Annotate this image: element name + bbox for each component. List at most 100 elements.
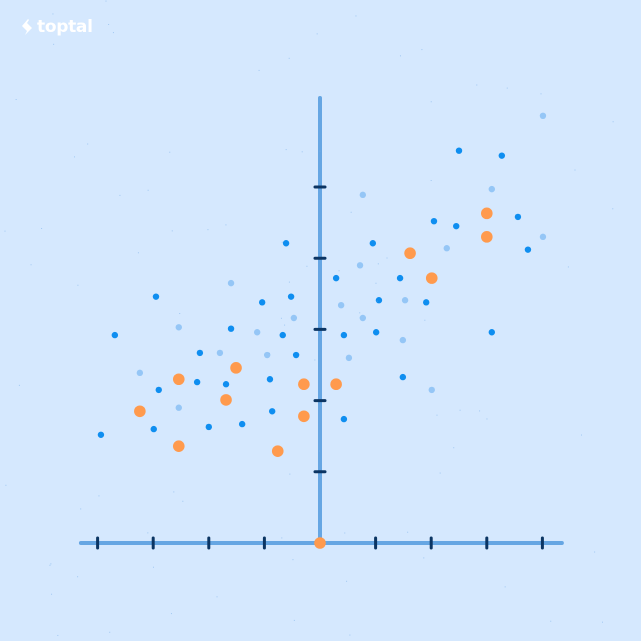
dark-blue-small-point	[369, 240, 377, 247]
speckle	[207, 229, 209, 231]
speckle	[87, 143, 89, 145]
speckle	[377, 263, 379, 265]
light-blue-small-point	[136, 369, 144, 377]
speckle	[594, 551, 596, 553]
dark-blue-small-point	[488, 329, 496, 336]
speckle	[5, 484, 7, 486]
light-blue-small-point	[216, 349, 224, 357]
speckle	[459, 409, 461, 411]
toptal-diamond-icon	[22, 19, 32, 35]
speckle	[319, 150, 321, 152]
light-blue-small-point	[359, 314, 367, 322]
speckle	[318, 450, 320, 452]
speckle	[182, 500, 184, 502]
dark-blue-small-point	[430, 217, 438, 225]
speckle	[281, 537, 283, 539]
dark-blue-small-point	[498, 152, 506, 159]
light-blue-small-point	[539, 233, 547, 241]
speckle	[4, 230, 6, 232]
speckle	[51, 593, 53, 595]
speckle	[476, 84, 478, 86]
speckle	[540, 93, 542, 95]
dark-blue-small-point	[292, 351, 300, 359]
dark-blue-small-point	[282, 240, 290, 247]
dark-blue-small-point	[524, 246, 532, 253]
dark-blue-small-point	[266, 376, 274, 383]
orange-large-point	[404, 247, 416, 260]
dark-blue-small-point	[375, 297, 383, 304]
speckle	[108, 23, 110, 25]
brand-name: toptal	[37, 17, 93, 37]
speckle	[258, 69, 260, 71]
speckle	[612, 121, 614, 123]
orange-large-point	[425, 272, 438, 284]
axes	[78, 96, 564, 550]
speckle	[423, 557, 425, 559]
speckle	[376, 300, 378, 302]
speckle	[30, 264, 32, 266]
speckle	[355, 15, 357, 17]
speckle	[407, 531, 409, 533]
light-blue-small-point	[290, 314, 298, 322]
toptal-logo: toptal	[20, 17, 93, 37]
speckle	[316, 33, 318, 35]
light-blue-small-point	[443, 245, 450, 252]
light-blue-small-point	[488, 185, 496, 193]
light-blue-small-point	[175, 404, 182, 411]
dark-blue-small-point	[238, 420, 246, 428]
speckle	[439, 472, 441, 474]
speckle	[225, 224, 227, 226]
speckle	[285, 149, 287, 151]
light-blue-small-point	[345, 354, 353, 362]
light-blue-small-point	[337, 301, 345, 309]
speckle	[77, 284, 79, 286]
speckle	[375, 282, 377, 284]
speckle	[105, 0, 107, 2]
speckle	[289, 473, 291, 475]
speckle	[268, 352, 270, 354]
orange-large-point	[330, 378, 342, 391]
speckle	[109, 631, 111, 633]
speckle	[288, 57, 290, 59]
light-blue-small-point	[399, 336, 407, 344]
dark-blue-small-point	[332, 274, 340, 282]
dark-blue-small-point	[205, 423, 212, 431]
orange-large-point	[134, 405, 146, 418]
light-blue-small-point	[356, 262, 364, 269]
speckle	[399, 55, 401, 57]
dark-blue-small-point	[514, 213, 522, 221]
speckle	[338, 270, 340, 272]
dark-blue-small-point	[340, 331, 348, 339]
dark-blue-small-point	[453, 222, 460, 230]
dark-blue-small-point	[396, 274, 404, 282]
speckle	[173, 491, 175, 493]
dark-blue-small-point	[193, 378, 201, 386]
light-blue-small-point	[539, 112, 547, 120]
speckle	[288, 281, 290, 283]
orange-large-point	[172, 440, 185, 452]
speckle	[80, 508, 82, 510]
speckle	[506, 87, 508, 89]
speckle	[50, 563, 52, 565]
dark-blue-small-point	[279, 331, 286, 339]
speckle	[216, 596, 218, 598]
speckle	[77, 576, 79, 578]
light-blue-small-point	[227, 279, 235, 287]
speckle	[152, 566, 154, 568]
dark-blue-small-point	[287, 293, 295, 300]
speckle	[486, 418, 488, 420]
speckle	[112, 32, 114, 34]
speckle	[349, 634, 351, 636]
light-blue-small-point	[253, 329, 261, 336]
speckle	[306, 265, 308, 267]
speckle	[179, 313, 181, 315]
speckle	[74, 156, 76, 158]
speckle	[301, 151, 303, 153]
speckle	[281, 241, 283, 243]
speckle	[53, 43, 55, 45]
speckle	[581, 434, 583, 436]
background-speckles	[4, 0, 614, 636]
orange-large-point	[298, 378, 310, 391]
orange-large-point	[220, 394, 232, 406]
